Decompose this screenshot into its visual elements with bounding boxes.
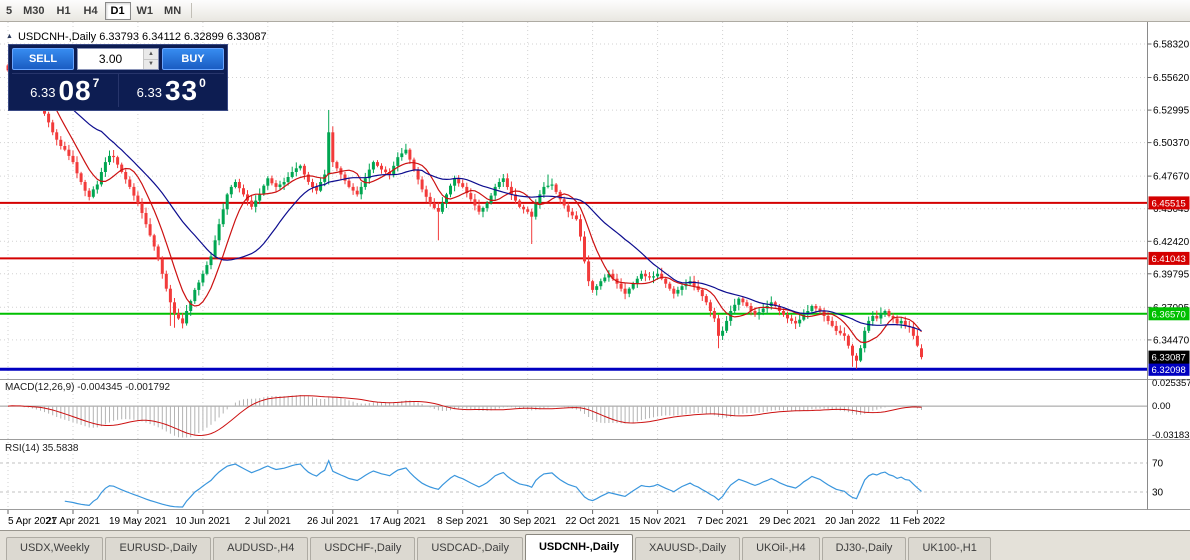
chart-tab[interactable]: UKOil-,H4 [742, 537, 820, 560]
one-click-trading-panel: SELL 3.00 ▲ ▼ BUY 6.33 08 7 6.33 [8, 44, 228, 111]
svg-text:22 Oct 2021: 22 Oct 2021 [565, 516, 620, 527]
volume-spin-up-icon[interactable]: ▲ [144, 49, 158, 60]
timeframe-button-h4[interactable]: H4 [83, 4, 98, 17]
sell-price-point: 7 [92, 76, 100, 90]
svg-text:30: 30 [1152, 488, 1164, 499]
chart-tab[interactable]: USDCAD-,Daily [417, 537, 523, 560]
level-price-badge: 6.41043 [1148, 251, 1190, 265]
buy-price-main: 6.33 [136, 85, 162, 100]
timeframe-button-h1[interactable]: H1 [56, 4, 71, 17]
quote-prices: 6.33 08 7 6.33 33 0 [12, 73, 224, 107]
timeframe-button-m30[interactable]: M30 [23, 4, 45, 17]
chart-canvas[interactable]: 6.58320 6.55620 6.52995 6.50370 6.47670 6.450… [0, 22, 1190, 530]
sell-price-pips: 08 [58, 75, 92, 106]
timeframe-button-mn[interactable]: MN [164, 4, 182, 17]
macd-indicator-label: MACD(12,26,9) -0.004345 -0.001792 [5, 382, 171, 393]
svg-text:7 Dec 2021: 7 Dec 2021 [697, 516, 749, 527]
volume-spinner: ▲ ▼ [143, 49, 158, 69]
svg-text:26 Jul 2021: 26 Jul 2021 [307, 516, 359, 527]
svg-text:6.45045: 6.45045 [1153, 204, 1190, 215]
svg-text:0.00: 0.00 [1152, 401, 1171, 412]
macd-panel-layer [0, 395, 1148, 438]
ma-slow-line [7, 64, 922, 332]
chart-tab[interactable]: EURUSD-,Daily [105, 537, 212, 560]
svg-text:6.55620: 6.55620 [1153, 73, 1190, 84]
svg-text:19 May 2021: 19 May 2021 [109, 516, 167, 527]
chart-tabs-bar: USDX,Weekly EURUSD-,Daily AUDUSD-,H4 USDCHF… [0, 530, 1190, 560]
sell-price-main: 6.33 [30, 85, 56, 100]
svg-text:6.32098: 6.32098 [1152, 365, 1186, 376]
chart-tab[interactable]: DJ30-,Daily [821, 537, 907, 560]
svg-text:11 Feb 2022: 11 Feb 2022 [890, 516, 946, 527]
chart-title-bar: ▲ USDCNH-,Daily 6.33793 6.34112 6.32899 … [6, 31, 267, 43]
svg-text:27 Apr 2021: 27 Apr 2021 [46, 516, 100, 527]
grid-layer [0, 22, 1148, 509]
timeframe-button-w1[interactable]: W1 [136, 4, 154, 17]
chart-tab[interactable]: USDX,Weekly [6, 537, 104, 560]
current-price-badge: 6.33087 [1148, 350, 1190, 364]
rsi-indicator-label: RSI(14) 35.5838 [5, 443, 79, 454]
level-price-badge: 6.45515 [1148, 196, 1190, 210]
chart-tab[interactable]: XAUUSD-,Daily [635, 537, 741, 560]
chart-tab[interactable]: USDCHF-,Daily [310, 537, 416, 560]
volume-control[interactable]: 3.00 ▲ ▼ [77, 48, 159, 70]
sell-button[interactable]: SELL [12, 48, 74, 70]
buy-price[interactable]: 6.33 33 0 [117, 74, 225, 107]
sell-price[interactable]: 6.33 08 7 [12, 74, 118, 107]
svg-text:6.42420: 6.42420 [1153, 237, 1190, 248]
svg-text:0.025357: 0.025357 [1152, 378, 1190, 389]
svg-text:-0.03183: -0.03183 [1152, 430, 1190, 441]
svg-text:17 Aug 2021: 17 Aug 2021 [370, 516, 427, 527]
toolbar-separator [191, 3, 193, 18]
timeframe-toolbar: 5 M30 H1 H4 D1 W1 MN [0, 0, 1190, 22]
svg-text:6.33087: 6.33087 [1152, 353, 1186, 364]
collapse-trade-panel-icon[interactable]: ▲ [6, 33, 13, 40]
svg-text:6.45515: 6.45515 [1152, 198, 1186, 209]
buy-price-pips: 33 [164, 75, 199, 106]
svg-text:30 Sep 2021: 30 Sep 2021 [499, 516, 556, 527]
svg-text:6.39795: 6.39795 [1153, 269, 1190, 280]
svg-text:70: 70 [1152, 459, 1164, 470]
svg-text:6.52995: 6.52995 [1153, 106, 1190, 117]
svg-text:20 Jan 2022: 20 Jan 2022 [825, 516, 880, 527]
ma-fast-line [7, 64, 922, 344]
volume-spin-down-icon[interactable]: ▼ [144, 59, 158, 69]
svg-text:15 Nov 2021: 15 Nov 2021 [629, 516, 686, 527]
svg-text:6.50370: 6.50370 [1153, 138, 1190, 149]
rsi-panel-layer [0, 459, 1148, 508]
timeframe-button-5[interactable]: 5 [6, 4, 13, 17]
svg-text:6.41043: 6.41043 [1152, 254, 1186, 265]
svg-text:5 Apr 2021: 5 Apr 2021 [8, 516, 57, 527]
chart-tab[interactable]: UK100-,H1 [908, 537, 991, 560]
panel-frame-layer [0, 22, 1190, 510]
volume-input[interactable]: 3.00 [98, 52, 123, 66]
price-axis: 6.58320 6.55620 6.52995 6.50370 6.47670 6.450… [1147, 40, 1190, 499]
chart-window: 6.58320 6.55620 6.52995 6.50370 6.47670 6.450… [0, 22, 1190, 530]
svg-text:2 Jul 2021: 2 Jul 2021 [245, 516, 292, 527]
chart-tab[interactable]: AUDUSD-,H4 [213, 537, 309, 560]
svg-text:10 Jun 2021: 10 Jun 2021 [175, 516, 230, 527]
levels-layer [0, 201, 1148, 371]
buy-price-point: 0 [199, 76, 206, 90]
svg-text:6.47670: 6.47670 [1153, 172, 1190, 183]
svg-text:8 Sep 2021: 8 Sep 2021 [437, 516, 489, 527]
chart-tab[interactable]: USDCNH-,Daily [524, 534, 634, 560]
svg-text:6.36570: 6.36570 [1152, 309, 1186, 320]
level-price-badge: 6.36570 [1148, 307, 1190, 321]
svg-text:29 Dec 2021: 29 Dec 2021 [759, 516, 816, 527]
moving-averages-layer [7, 64, 922, 344]
level-price-badge: 6.32098 [1148, 362, 1190, 376]
svg-text:6.34470: 6.34470 [1153, 335, 1190, 346]
chart-title: USDCNH-,Daily 6.33793 6.34112 6.32899 6.… [17, 31, 267, 43]
svg-text:6.58320: 6.58320 [1153, 40, 1190, 51]
timeframe-button-d1[interactable]: D1 [104, 1, 131, 20]
buy-button[interactable]: BUY [162, 48, 224, 70]
